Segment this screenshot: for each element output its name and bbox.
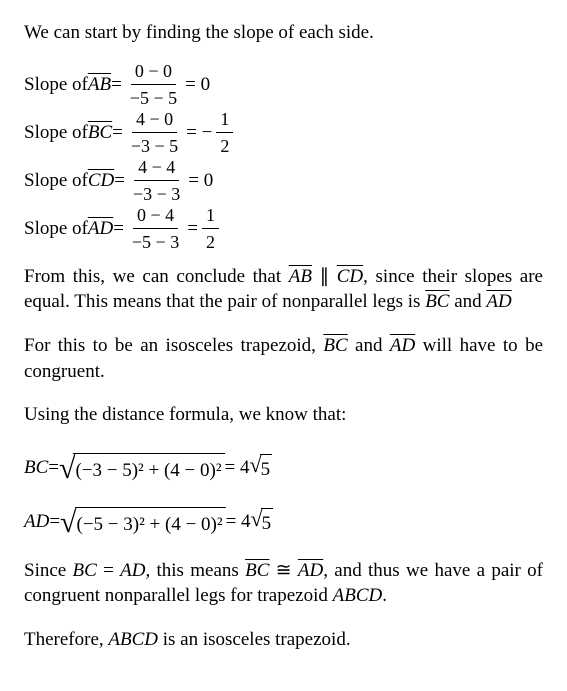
rfrac: 1 2 xyxy=(202,203,219,255)
result: = 0 xyxy=(185,72,210,98)
equals: = xyxy=(114,168,125,194)
equals: = xyxy=(113,216,124,242)
seg-ab: AB xyxy=(88,72,111,98)
equals: = xyxy=(49,509,60,535)
cd: CD xyxy=(337,266,363,287)
equals: = xyxy=(48,455,59,481)
conclusion1: From this, we can conclude that AB ∥ CD,… xyxy=(24,264,543,315)
dist-intro: Using the distance formula, we know that… xyxy=(24,402,543,428)
seg-bc: BC xyxy=(88,120,112,146)
final: Therefore, ABCD is an isosceles trapezoi… xyxy=(24,627,543,653)
sqrt-icon: √ xyxy=(60,511,76,542)
expr: (−5 − 3)² + (4 − 0)² xyxy=(75,507,226,538)
label: Slope of xyxy=(24,72,88,98)
t1: Since xyxy=(24,560,73,581)
mid: = − xyxy=(186,120,212,146)
t2: , this means xyxy=(145,560,245,581)
frac: 0 − 0 −5 − 5 xyxy=(126,59,181,111)
lhs: AD xyxy=(24,509,49,535)
ab: AB xyxy=(289,266,312,287)
rden: 2 xyxy=(202,229,219,254)
ad: AD xyxy=(390,335,415,356)
t2: is an isosceles trapezoid. xyxy=(158,629,351,650)
seg-ad: AD xyxy=(88,216,113,242)
rden: 2 xyxy=(216,133,233,158)
den: −5 − 3 xyxy=(128,229,183,254)
bc: BC xyxy=(323,335,347,356)
rhs-pre: = 4 xyxy=(225,455,250,481)
label: Slope of xyxy=(24,120,88,146)
frac: 0 − 4 −5 − 3 xyxy=(128,203,183,255)
mid: = xyxy=(187,216,198,242)
frac: 4 − 0 −3 − 5 xyxy=(127,107,182,159)
slope-ab: Slope of AB = 0 − 0 −5 − 5 = 0 xyxy=(24,64,543,106)
num: 0 − 0 xyxy=(131,59,176,85)
par: ∥ xyxy=(312,266,337,287)
and: and xyxy=(348,335,390,356)
rhs-sqrt: √ 5 xyxy=(250,454,273,483)
abcd: ABCD xyxy=(333,585,383,606)
t1: Therefore, xyxy=(24,629,108,650)
ad-o: AD xyxy=(298,560,323,581)
rhs-pre: = 4 xyxy=(226,509,251,535)
label: Slope of xyxy=(24,168,88,194)
cong: ≅ xyxy=(269,560,298,581)
intro-text: We can start by finding the slope of eac… xyxy=(24,20,543,46)
bc: BC xyxy=(425,291,449,312)
dist-ad: AD = √ (−5 − 3)² + (4 − 0)² = 4 √ 5 xyxy=(24,500,543,544)
equals: = xyxy=(112,120,123,146)
bc-o: BC xyxy=(245,560,269,581)
ad: AD xyxy=(486,291,511,312)
lhs: BC xyxy=(24,455,48,481)
result: = 0 xyxy=(188,168,213,194)
t1: From this, we can conclude that xyxy=(24,266,289,287)
and: and xyxy=(449,291,486,312)
num: 4 − 0 xyxy=(132,107,177,133)
sqrt-icon: √ xyxy=(250,456,262,485)
frac: 4 − 4 −3 − 3 xyxy=(129,155,184,207)
iso-text: For this to be an isosceles trapezoid, B… xyxy=(24,333,543,384)
t1: For this to be an isosceles trapezoid, xyxy=(24,335,323,356)
sqrt-icon: √ xyxy=(251,510,263,539)
rnum: 1 xyxy=(202,203,219,229)
expr: (−3 − 5)² + (4 − 0)² xyxy=(73,453,224,484)
eq: = xyxy=(97,560,120,581)
abcd: ABCD xyxy=(108,629,158,650)
label: Slope of xyxy=(24,216,88,242)
slope-bc: Slope of BC = 4 − 0 −3 − 5 = − 1 2 xyxy=(24,112,543,154)
dist-bc: BC = √ (−3 − 5)² + (4 − 0)² = 4 √ 5 xyxy=(24,446,543,490)
seg-cd: CD xyxy=(88,168,114,194)
ad-i: AD xyxy=(120,560,145,581)
num: 0 − 4 xyxy=(133,203,178,229)
rnum: 1 xyxy=(216,107,233,133)
slope-cd: Slope of CD = 4 − 4 −3 − 3 = 0 xyxy=(24,160,543,202)
slope-ad: Slope of AD = 0 − 4 −5 − 3 = 1 2 xyxy=(24,208,543,250)
sqrt-icon: √ xyxy=(59,457,75,488)
rhs-sqrt: √ 5 xyxy=(251,508,274,537)
sqrt: √ (−3 − 5)² + (4 − 0)² xyxy=(59,453,225,484)
sqrt: √ (−5 − 3)² + (4 − 0)² xyxy=(60,507,226,538)
period: . xyxy=(382,585,387,606)
rfrac: 1 2 xyxy=(216,107,233,159)
num: 4 − 4 xyxy=(134,155,179,181)
conclusion2: Since BC = AD, this means BC ≅ AD, and t… xyxy=(24,558,543,609)
bc-i: BC xyxy=(73,560,97,581)
equals: = xyxy=(111,72,122,98)
